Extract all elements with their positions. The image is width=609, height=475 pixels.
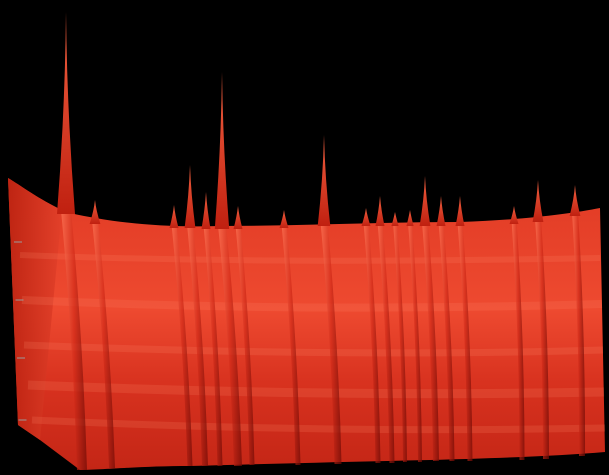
ridge-1 <box>61 210 87 470</box>
surface-body <box>8 178 605 470</box>
peak-group <box>57 12 581 229</box>
peak-9 <box>317 135 331 226</box>
peak-2 <box>89 200 101 224</box>
ridge-15 <box>438 222 455 461</box>
peak-7 <box>233 206 243 229</box>
ridge-7 <box>235 225 255 465</box>
ridge-2 <box>92 220 115 468</box>
ridge-5 <box>203 225 223 466</box>
ridge-12 <box>393 222 407 462</box>
ridge-group <box>61 210 586 470</box>
peak-18 <box>532 180 544 222</box>
peak-19 <box>569 185 581 216</box>
surface-left-face <box>8 178 62 440</box>
ridge-18 <box>535 218 549 459</box>
peak-12 <box>391 212 399 226</box>
ridge-14 <box>422 222 439 461</box>
ridge-19 <box>572 212 586 456</box>
peak-8 <box>279 210 289 228</box>
peak-3 <box>169 205 179 228</box>
ridge-11 <box>377 222 395 463</box>
peak-6 <box>214 72 230 229</box>
peak-1 <box>57 12 75 214</box>
peak-14 <box>419 176 431 226</box>
peak-10 <box>361 208 371 226</box>
ridge-8 <box>281 224 301 465</box>
ridge-6 <box>218 225 242 466</box>
ridge-4 <box>187 224 208 466</box>
peak-15 <box>436 196 446 226</box>
peak-11 <box>375 196 385 226</box>
axis-ticks <box>14 241 27 421</box>
peak-5 <box>201 192 211 229</box>
ridge-13 <box>408 222 422 462</box>
ridge-3 <box>171 224 193 466</box>
ridge-9 <box>320 222 342 464</box>
ridge-10 <box>363 222 381 463</box>
peak-13 <box>406 210 414 226</box>
ridge-16 <box>457 222 473 461</box>
peak-17 <box>509 206 519 224</box>
peak-16 <box>455 196 465 226</box>
ridge-17 <box>511 220 525 460</box>
peak-4 <box>184 165 196 228</box>
